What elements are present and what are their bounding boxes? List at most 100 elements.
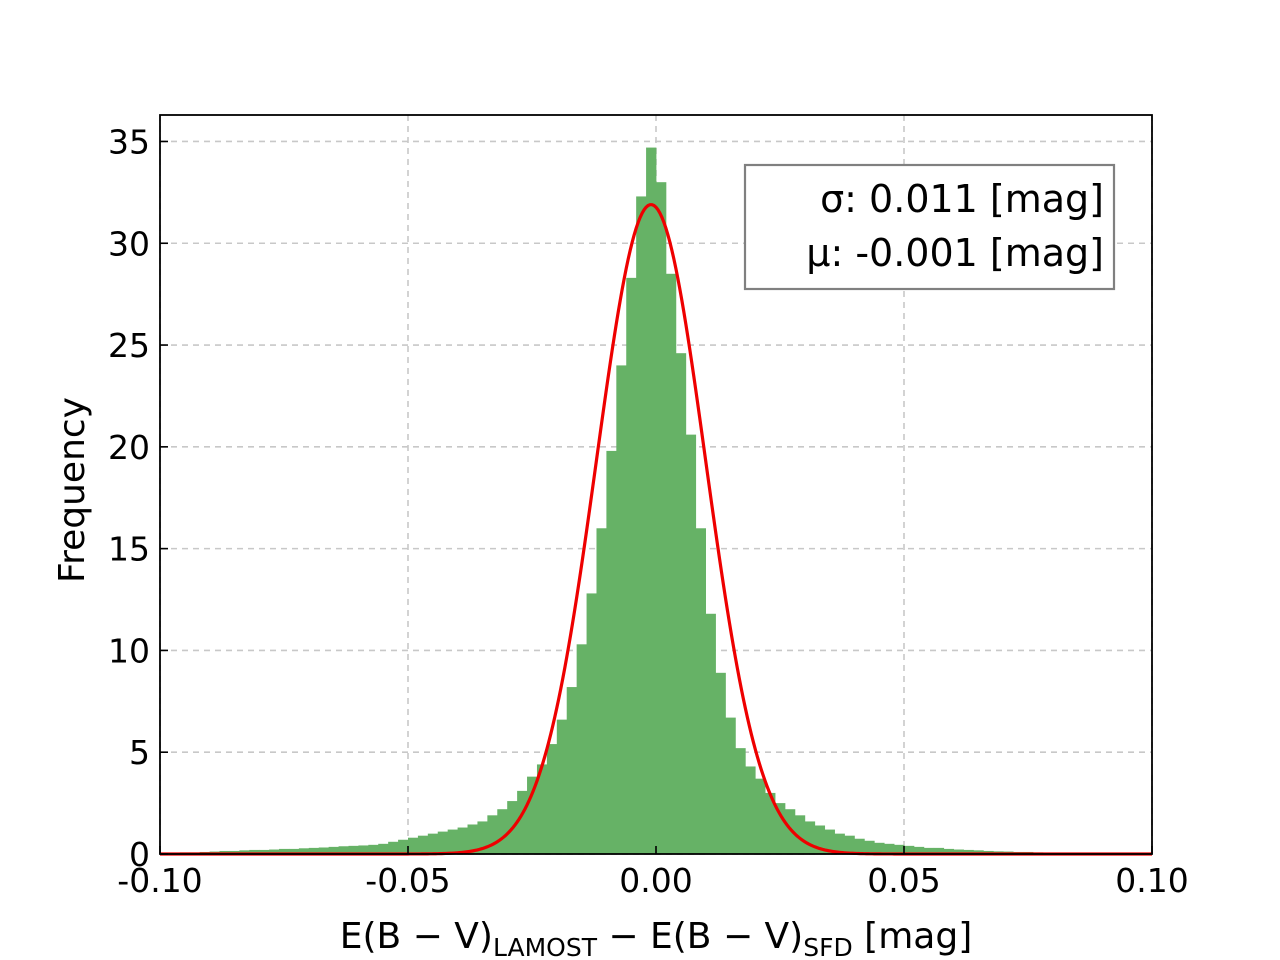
histogram-bar [665,273,677,854]
histogram-bar [675,353,687,854]
histogram-bar [626,277,637,855]
histogram-bar [606,450,617,854]
histogram-bar [249,849,260,854]
histogram-bar [656,182,667,854]
histogram-bar [824,829,835,854]
x-tick-label: -0.05 [365,861,450,900]
histogram-bar [487,815,498,854]
histogram-bar [784,809,796,854]
histogram-bar [378,843,389,854]
y-tick-label: 5 [129,733,150,772]
histogram-bar [844,835,855,854]
histogram-bar [775,803,786,854]
histogram-bar [765,792,776,854]
histogram-bar [556,719,568,854]
x-tick-label: -0.10 [117,861,202,900]
histogram-bar [437,831,449,854]
histogram-bar [517,790,528,854]
histogram-bar [398,839,409,854]
histogram-bar [586,593,597,854]
histogram-bar [447,829,458,854]
histogram-bar [269,849,280,854]
histogram-bar [527,776,538,854]
histogram-bar [715,672,726,854]
y-tick-label: 15 [108,530,150,569]
histogram-bar [636,196,647,855]
legend-sigma-text: σ: 0.011 [mag] [820,177,1104,221]
histogram-bar [953,849,964,854]
histogram-bar [943,848,954,854]
histogram-bar [695,528,706,854]
histogram-bar [814,825,826,854]
histogram-bar [933,847,945,854]
histogram-bar [755,778,766,854]
x-axis-title-sub1: LAMOST [493,933,598,960]
histogram-bar [417,835,429,854]
histogram-bar [616,365,627,854]
histogram-bar [576,644,587,854]
histogram-bar [388,841,399,854]
histogram-bar [477,821,488,854]
histogram-bar [328,846,339,854]
histogram-bar [725,717,736,854]
histogram-bar [963,849,974,854]
histogram-bar [467,824,478,854]
histogram-bar [864,840,875,854]
y-tick-label: 0 [129,835,150,874]
x-tick-label: 0.05 [867,861,940,900]
histogram-bar [368,844,379,854]
histogram-bar [497,809,508,854]
axis-ticks [159,140,1153,855]
histogram-bar [239,850,250,854]
histogram-bar [546,744,558,854]
histogram-bar [536,764,548,854]
y-tick-label: 10 [108,631,150,670]
x-axis-title: E(B − V)LAMOST − E(B − V)SFD [mag] [340,916,973,960]
histogram-bar [596,528,607,854]
x-tick-label: 0.00 [619,861,692,900]
histogram-bar [298,848,310,854]
histogram-bar [338,846,349,854]
histogram-bar [279,848,290,854]
x-tick-label: 0.10 [1115,861,1188,900]
x-axis-title-part2: − E(B − V) [597,916,803,957]
histogram-bar [705,613,716,854]
axis-tick-labels: -0.10 -0.05 0.00 0.05 0.10 0 5 10 15 20 25 30 35 [108,122,1189,900]
histogram-bar [646,147,657,854]
histogram-bar [884,843,895,854]
legend-box: σ: 0.011 [mag] μ: -0.001 [mag] [743,163,1116,291]
legend-mu-text: μ: -0.001 [mag] [806,231,1104,275]
histogram-bar [923,847,935,854]
histogram-bar [913,846,925,854]
histogram-bar [427,833,439,854]
histogram-bar [348,845,359,854]
histogram-bar [854,838,865,854]
histogram-bar [308,847,320,854]
histogram-bar [794,815,806,854]
histogram-bar [904,845,915,854]
histogram-bar [804,821,816,854]
y-tick-label: 20 [108,428,150,467]
histogram-bar [834,833,845,854]
histogram-bar [735,748,746,854]
histogram-bar [745,766,756,854]
legend-frame [743,163,1116,291]
y-axis-title: Frequency [52,397,93,583]
x-axis-title-sub2: SFD [803,933,853,960]
histogram-bar [894,844,905,854]
histogram-bar [685,434,697,854]
histogram-bar [457,827,468,854]
histogram-bar [358,845,369,854]
histogram-bar [318,847,330,854]
y-tick-label: 30 [108,224,150,263]
histogram-bar [566,687,578,854]
histogram-bar [288,848,300,854]
histogram-bar [874,842,885,854]
histogram-bar [259,849,270,854]
histogram-bar [408,837,419,854]
x-axis-title-part3: [mag] [853,916,973,957]
y-tick-label: 35 [108,122,150,161]
x-axis-title-part1: E(B − V) [340,916,493,957]
histogram-bar [973,850,984,854]
